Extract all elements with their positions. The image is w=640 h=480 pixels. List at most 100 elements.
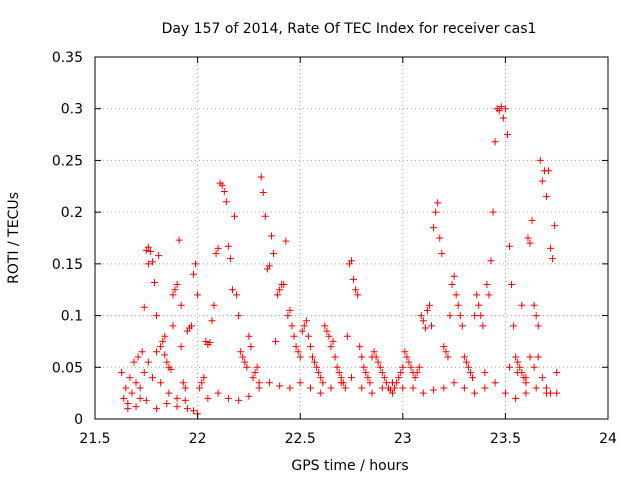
- data-point: [382, 379, 390, 387]
- data-point: [231, 212, 239, 220]
- data-point: [245, 332, 253, 340]
- data-point: [272, 337, 280, 345]
- data-point: [321, 322, 329, 330]
- data-point: [212, 250, 220, 258]
- data-point: [163, 399, 171, 407]
- data-point: [534, 353, 542, 361]
- data-point: [374, 358, 382, 366]
- data-point: [460, 353, 468, 361]
- data-point: [532, 384, 540, 392]
- data-point: [514, 368, 522, 376]
- data-point: [337, 379, 345, 387]
- data-point: [366, 379, 374, 387]
- data-point: [237, 348, 245, 356]
- y-tick-label: 0.1: [61, 309, 83, 325]
- data-point: [343, 332, 351, 340]
- data-point: [405, 358, 413, 366]
- data-point: [397, 368, 405, 376]
- data-point: [483, 281, 491, 289]
- data-point: [136, 394, 144, 402]
- data-point: [171, 286, 179, 294]
- data-point: [395, 374, 403, 382]
- data-point: [319, 379, 327, 387]
- data-point: [130, 358, 138, 366]
- data-point: [333, 363, 341, 371]
- data-point: [276, 286, 284, 294]
- data-point: [132, 403, 140, 411]
- data-point: [153, 405, 161, 413]
- data-point: [530, 301, 538, 309]
- data-point: [210, 301, 218, 309]
- data-point: [189, 407, 197, 415]
- data-point: [460, 384, 468, 392]
- data-point: [173, 403, 181, 411]
- data-points: [118, 103, 561, 418]
- data-point: [169, 322, 177, 330]
- data-point: [259, 188, 267, 196]
- data-point: [452, 291, 460, 299]
- data-point: [481, 368, 489, 376]
- data-point: [181, 396, 189, 404]
- data-point: [298, 327, 306, 335]
- data-point: [157, 343, 165, 351]
- data-point: [503, 131, 511, 139]
- data-point: [364, 374, 372, 382]
- data-point: [508, 281, 516, 289]
- data-point: [296, 379, 304, 387]
- data-point: [292, 343, 300, 351]
- data-point: [177, 343, 185, 351]
- data-point: [286, 306, 294, 314]
- data-point: [187, 322, 195, 330]
- data-point: [495, 107, 503, 115]
- data-point: [247, 343, 255, 351]
- x-tick-label: 23: [394, 431, 412, 447]
- data-point: [530, 363, 538, 371]
- data-point: [421, 324, 429, 332]
- x-tick-label: 22.5: [285, 431, 316, 447]
- data-point: [481, 384, 489, 392]
- y-tick-label: 0: [74, 412, 83, 428]
- data-point: [224, 242, 232, 250]
- y-tick-label: 0.35: [52, 50, 83, 66]
- data-point: [153, 348, 161, 356]
- data-point: [161, 332, 169, 340]
- data-point: [341, 384, 349, 392]
- data-point: [415, 363, 423, 371]
- data-point: [403, 353, 411, 361]
- data-point: [479, 322, 487, 330]
- data-point: [167, 365, 175, 373]
- data-point: [228, 286, 236, 294]
- data-point: [276, 382, 284, 390]
- y-tick-label: 0.05: [52, 360, 83, 376]
- data-point: [282, 237, 290, 245]
- data-point: [549, 255, 557, 263]
- data-point: [280, 281, 288, 289]
- data-point: [534, 322, 542, 330]
- data-point: [358, 384, 366, 392]
- data-point: [401, 348, 409, 356]
- data-point: [448, 281, 456, 289]
- data-point: [235, 396, 243, 404]
- data-point: [317, 374, 325, 382]
- data-point: [218, 181, 226, 189]
- data-point: [267, 232, 275, 240]
- data-point: [528, 216, 536, 224]
- data-point: [553, 368, 561, 376]
- data-point: [526, 353, 534, 361]
- data-point: [261, 212, 269, 220]
- x-tick-label: 24: [599, 431, 617, 447]
- data-point: [450, 379, 458, 387]
- data-point: [148, 258, 156, 266]
- data-point: [456, 312, 464, 320]
- data-point: [501, 105, 509, 113]
- data-point: [487, 257, 495, 265]
- data-point: [553, 389, 561, 397]
- data-point: [179, 379, 187, 387]
- data-point: [430, 224, 438, 232]
- data-point: [358, 353, 366, 361]
- data-point: [542, 389, 550, 397]
- data-point: [518, 301, 526, 309]
- data-point: [350, 275, 358, 283]
- y-axis-title: ROTI / TECUs: [6, 192, 22, 284]
- data-point: [419, 389, 427, 397]
